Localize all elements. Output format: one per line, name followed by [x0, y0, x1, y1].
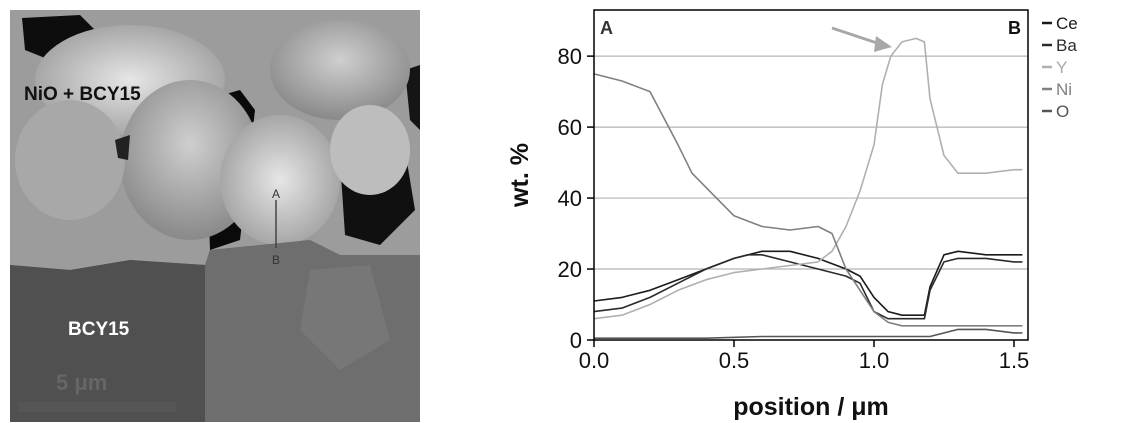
marker-a: A — [272, 187, 280, 201]
series-line-o — [594, 328, 1023, 340]
label-bcy15: BCY15 — [68, 319, 130, 340]
legend-label-ni: Ni — [1056, 80, 1072, 99]
x-tick-label: 0.5 — [719, 348, 750, 373]
legend-label-ce: Ce — [1056, 14, 1078, 33]
corner-label-a: A — [600, 18, 613, 38]
sem-micrograph: A B NiO + BCY15 BCY15 5 μm — [10, 10, 420, 422]
series-line-ba — [593, 254, 1023, 320]
x-axis-title: position / μm — [733, 393, 889, 421]
scalebar — [18, 402, 176, 412]
series-line-ce — [593, 250, 1023, 317]
marker-b: B — [272, 253, 280, 267]
x-tick-label: 1.5 — [999, 348, 1030, 373]
x-tick-label: 0.0 — [579, 348, 610, 373]
legend-label-ba: Ba — [1056, 36, 1077, 55]
plot-frame — [593, 9, 1029, 341]
legend: Ce Ba Y Ni O — [1042, 14, 1078, 121]
y-tick-label: 40 — [558, 186, 582, 211]
y-tick-label: 60 — [558, 115, 582, 140]
x-tick-label: 1.0 — [859, 348, 890, 373]
corner-label-b: B — [1008, 18, 1021, 38]
legend-label-y: Y — [1056, 58, 1067, 77]
legend-label-o: O — [1056, 102, 1069, 121]
annotation-arrow — [831, 26, 892, 52]
scalebar-label: 5 μm — [56, 370, 107, 395]
y-axis-title: wt. % — [506, 143, 534, 208]
label-nio-bcy15: NiO + BCY15 — [24, 84, 141, 105]
series-line-ni — [593, 73, 1023, 327]
y-tick-label: 0 — [570, 328, 582, 353]
y-tick-label: 20 — [558, 257, 582, 282]
series-line-y — [593, 37, 1023, 320]
y-tick-label: 80 — [558, 44, 582, 69]
